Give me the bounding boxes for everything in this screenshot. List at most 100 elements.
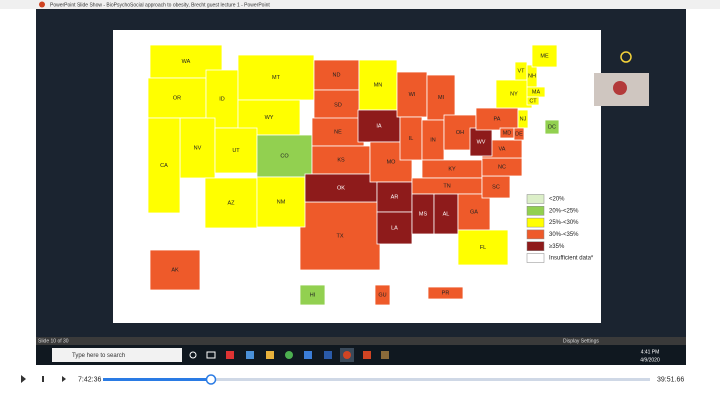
state-label: OK [337, 185, 345, 191]
taskbar [36, 345, 686, 365]
legend-swatch [526, 217, 545, 228]
state-label: FL [480, 245, 486, 251]
state-label: NC [498, 164, 506, 170]
cortana[interactable] [189, 351, 197, 359]
state [495, 79, 533, 109]
state-label: ND [333, 72, 341, 78]
app-icon[interactable] [381, 351, 389, 359]
state-label: AR [391, 194, 399, 200]
elapsed-time: 7:42:36 [78, 376, 101, 383]
state-label: PA [494, 116, 501, 122]
progress-track[interactable] [103, 378, 650, 381]
state [427, 286, 464, 300]
task-view[interactable] [206, 351, 216, 359]
display-settings[interactable]: Display Settings [563, 338, 599, 344]
clock-date: 4/9/2020 [640, 357, 660, 363]
pause-button[interactable] [42, 376, 44, 382]
state [313, 89, 363, 121]
search-box[interactable] [52, 348, 182, 362]
state-label: WI [409, 92, 416, 98]
legend-swatch [526, 241, 545, 251]
state-label: IN [430, 137, 436, 143]
app-icon[interactable] [246, 351, 254, 359]
app-icon[interactable] [285, 351, 293, 359]
state-label: AL [443, 211, 450, 217]
state-label: MS [419, 211, 428, 217]
slide-counter: Slide 10 of 30 [38, 338, 69, 344]
state-label: SD [334, 102, 342, 108]
webcam-person [613, 81, 627, 95]
state-label: HI [310, 292, 316, 298]
progress-knob[interactable] [205, 374, 217, 385]
app-icon[interactable] [363, 351, 371, 359]
state [357, 109, 401, 143]
state-label: NV [194, 145, 202, 151]
state-label: MI [438, 95, 445, 101]
state-label: AZ [227, 200, 235, 206]
legend-swatch [526, 206, 545, 216]
state-label: MD [503, 130, 512, 136]
legend-swatch [526, 229, 545, 240]
state-label: CT [529, 98, 537, 104]
state-label: CA [160, 163, 168, 169]
state-label: DC [548, 124, 556, 130]
state [526, 96, 540, 106]
state-label: VT [517, 68, 525, 74]
state-label: WY [265, 115, 274, 121]
window-title: PowerPoint Slide Show - BioPsychoSocial … [50, 2, 270, 8]
state [256, 134, 313, 178]
state [237, 54, 315, 101]
state-label: NH [528, 73, 536, 79]
state [149, 249, 201, 291]
state [147, 117, 181, 214]
app-icon[interactable] [266, 351, 274, 359]
legend-swatch [526, 194, 545, 204]
search-placeholder: Type here to search [72, 353, 125, 359]
state [204, 177, 258, 229]
state [374, 284, 391, 306]
state-label: NE [334, 129, 342, 135]
state-label: UT [232, 148, 240, 154]
play-button[interactable] [21, 375, 26, 383]
status-bar [36, 337, 686, 345]
state-label: ID [219, 96, 225, 102]
state-label: WV [477, 139, 486, 145]
state-label: OH [456, 130, 464, 136]
state [544, 119, 560, 135]
powerpoint-icon[interactable] [343, 351, 351, 359]
state-label: ME [540, 53, 549, 59]
legend-label: 20%-<25% [549, 208, 579, 214]
state-label: MA [532, 89, 541, 95]
clock-time: 4:41 PM [641, 349, 660, 355]
title-bar [0, 0, 720, 9]
state [426, 74, 456, 121]
next-button[interactable] [62, 376, 66, 382]
app-icon[interactable] [226, 351, 234, 359]
state [299, 284, 326, 306]
state-label: NM [277, 199, 286, 205]
state-label: NJ [520, 116, 527, 122]
state-label: MT [272, 75, 281, 81]
state-label: IA [376, 123, 382, 129]
state-label: MN [374, 82, 383, 88]
legend-label: Insufficient data* [549, 256, 594, 262]
legend-label: 25%-<30% [549, 220, 579, 226]
state-label: IL [409, 136, 414, 142]
app-icon[interactable] [324, 351, 332, 359]
progress-fill [103, 378, 211, 381]
legend-label: ≥35% [549, 244, 565, 250]
app-icon[interactable] [304, 351, 312, 359]
app-icon [39, 1, 45, 8]
legend-label: <20% [549, 197, 565, 203]
state [457, 229, 509, 266]
state [214, 127, 258, 174]
legend: <20% 20%-<25% 25%-<30% 30%-<35% ≥35% Insuffic… [526, 194, 594, 263]
state [376, 181, 413, 213]
state-label: AK [171, 267, 179, 273]
state-label: DE [515, 131, 523, 137]
state-label: KS [337, 157, 345, 163]
state [513, 127, 525, 141]
cursor [620, 51, 632, 63]
